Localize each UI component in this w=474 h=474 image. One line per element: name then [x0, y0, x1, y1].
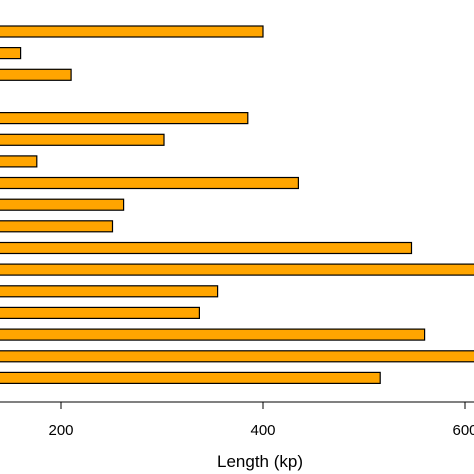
bar-11 — [0, 263, 474, 276]
bar-6 — [0, 155, 38, 168]
bar-16 — [0, 371, 381, 384]
bar-3 — [0, 68, 72, 81]
bars-layer — [0, 25, 474, 384]
bar-4 — [0, 111, 249, 125]
bar-14 — [0, 328, 426, 341]
bar-9 — [0, 220, 114, 233]
bar-13 — [0, 306, 200, 319]
bar-5 — [0, 133, 165, 146]
bar-1 — [0, 25, 264, 38]
bar-7 — [0, 176, 299, 190]
bar-2 — [0, 46, 22, 60]
bar-10 — [0, 241, 413, 255]
x-tick-label-400: 400 — [250, 422, 275, 439]
x-tick-label-600: 600 — [452, 422, 474, 439]
x-tick-label-200: 200 — [48, 422, 73, 439]
bar-15 — [0, 350, 474, 363]
x-axis-title: Length (kp) — [217, 452, 303, 471]
bar-8 — [0, 198, 125, 211]
bar-12 — [0, 285, 219, 298]
x-axis-ticks: 200 400 600 — [48, 402, 474, 439]
